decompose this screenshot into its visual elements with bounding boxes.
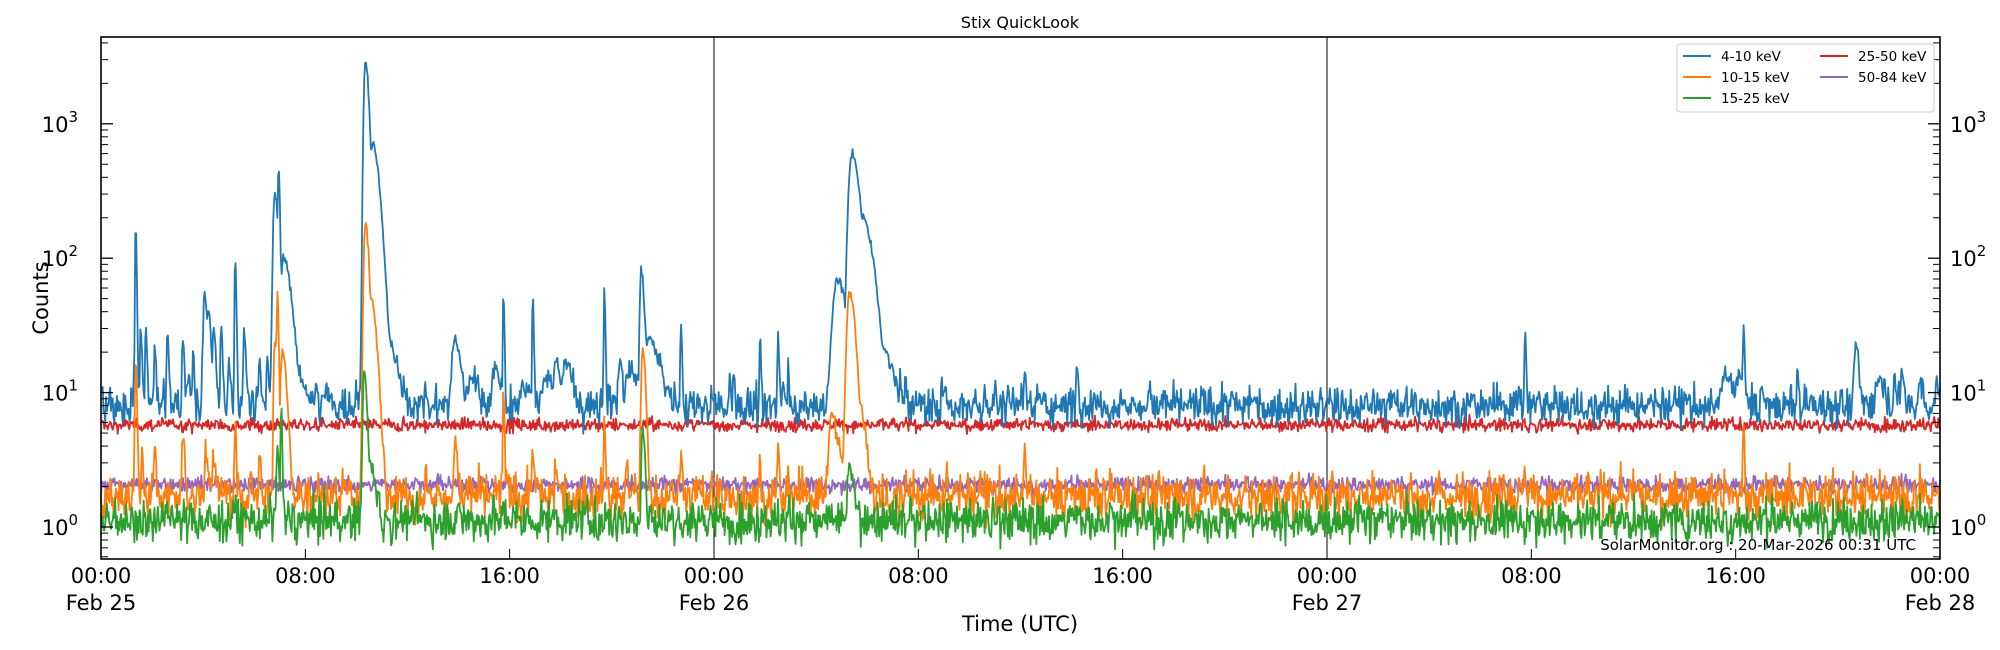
y-tick-label-left: 101 <box>42 377 78 406</box>
x-tick-label: 08:00 <box>1501 564 1562 588</box>
y-axis-label: Counts <box>29 261 53 334</box>
series-layer <box>100 61 1941 551</box>
y-tick-label-right: 103 <box>1950 108 1986 137</box>
y-tick-label-right: 101 <box>1950 377 1986 406</box>
x-tick-date-label: Feb 27 <box>1292 591 1363 615</box>
series-line-25-50-kev <box>100 413 1941 435</box>
y-tick-label-right: 102 <box>1950 242 1986 271</box>
series-line-4-10-kev <box>100 61 1941 435</box>
source-annotation: SolarMonitor.org : 20-Mar-2026 00:31 UTC <box>1600 536 1916 554</box>
x-tick-label: 00:00 <box>684 564 745 588</box>
legend-item-10-15-kev: 10-15 keV <box>1683 70 1790 86</box>
day-boundary-lines <box>713 37 1328 559</box>
x-tick-label: 16:00 <box>479 564 540 588</box>
y-tick-label-left: 100 <box>42 511 78 540</box>
legend-label: 10-15 keV <box>1721 70 1790 86</box>
legend-label: 25-50 keV <box>1858 49 1927 65</box>
legend-label: 15-25 keV <box>1721 91 1790 107</box>
x-tick-label: 16:00 <box>1705 564 1766 588</box>
legend-label: 4-10 keV <box>1721 49 1782 65</box>
x-tick-label: 08:00 <box>888 564 949 588</box>
plot-frame <box>100 36 1941 560</box>
x-tick-label: 00:00 <box>1297 564 1358 588</box>
legend-box <box>1676 43 1935 113</box>
x-tick-date-label: Feb 26 <box>679 591 750 615</box>
x-tick-date-label: Feb 28 <box>1905 591 1976 615</box>
y-tick-label-left: 103 <box>42 108 78 137</box>
y-tick-label-right: 100 <box>1950 511 1986 540</box>
x-axis-label: Time (UTC) <box>961 612 1078 636</box>
x-tick-date-label: Feb 25 <box>66 591 137 615</box>
legend-item-15-25-kev: 15-25 keV <box>1683 91 1790 107</box>
legend-label: 50-84 keV <box>1858 70 1927 86</box>
series-line-15-25-kev <box>100 370 1941 551</box>
x-tick-label: 08:00 <box>275 564 336 588</box>
legend-item-25-50-kev: 25-50 keV <box>1820 49 1927 65</box>
x-tick-label: 00:00 <box>1910 564 1971 588</box>
legend: 4-10 keV 10-15 keV 15-25 keV 25-50 keV 5… <box>1676 43 1935 113</box>
x-axis: 00:00 Feb 25 08:00 16:00 00:00 Feb 26 08:00 16:… <box>66 549 1976 615</box>
chart-title: Stix QuickLook <box>961 13 1080 32</box>
x-tick-label: 00:00 <box>71 564 132 588</box>
legend-item-4-10-kev: 4-10 keV <box>1683 49 1782 65</box>
legend-item-50-84-kev: 50-84 keV <box>1820 70 1927 86</box>
x-tick-label: 16:00 <box>1092 564 1153 588</box>
